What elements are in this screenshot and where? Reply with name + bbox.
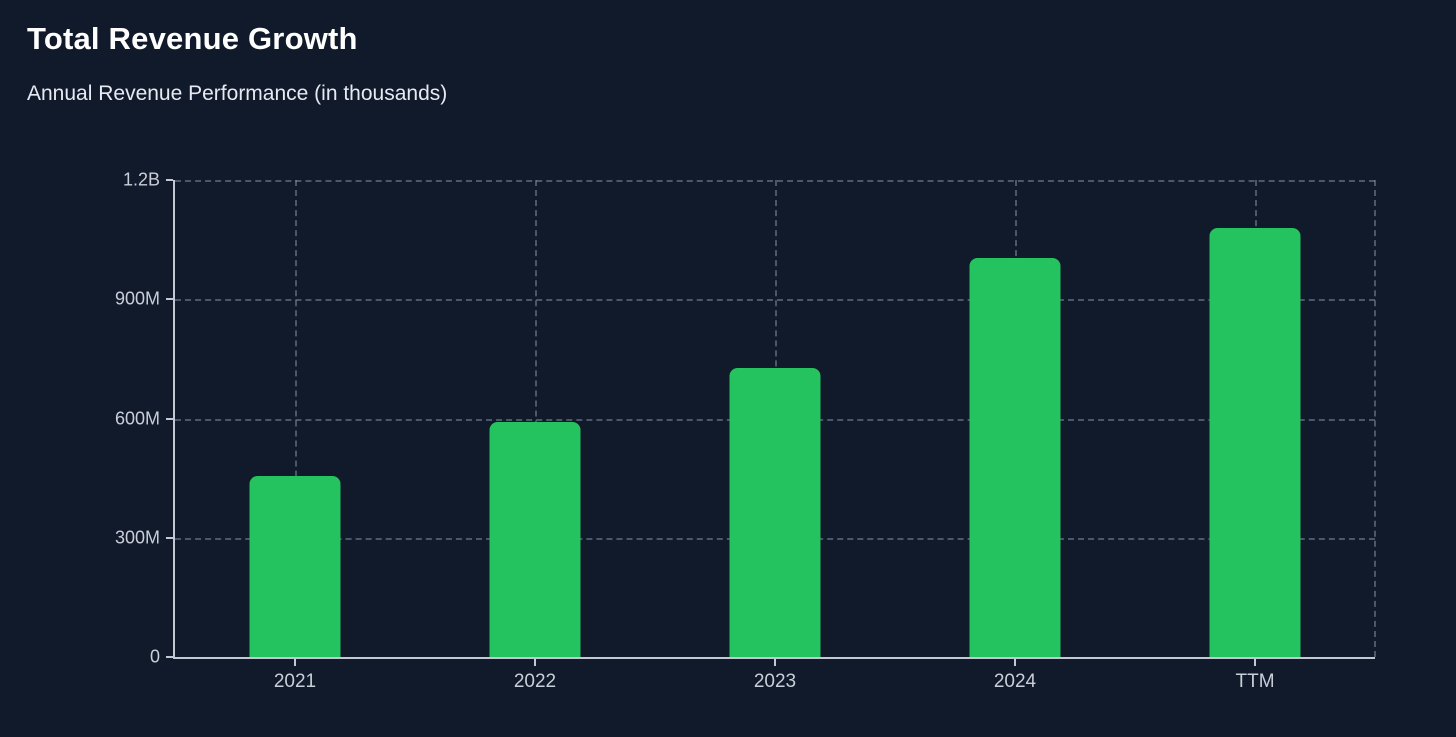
bar-2024[interactable] (969, 257, 1061, 657)
bar-chart-plot-area: 1.2B 900M 600M 300M 0 2021 2022 2023 2024 TTM (115, 170, 1376, 692)
x-axis-tick-label: 2024 (993, 671, 1037, 692)
gridline-vertical-right-boundary (1374, 180, 1376, 657)
bar-2023[interactable] (729, 368, 821, 657)
y-axis-tick (166, 179, 173, 181)
x-axis-tick-label: 2022 (513, 671, 557, 692)
y-axis-tick-label: 600M (114, 408, 160, 428)
bar-ttm[interactable] (1209, 227, 1301, 657)
y-axis-tick-label: 0 (149, 646, 160, 667)
x-axis-tick (534, 659, 536, 666)
bar-2022[interactable] (489, 422, 581, 657)
x-axis-tick (774, 659, 776, 666)
x-axis-tick-label: TTM (1235, 671, 1275, 692)
chart-subtitle: Annual Revenue Performance (in thousands… (27, 82, 448, 105)
y-axis-tick (166, 656, 173, 658)
y-axis-tick (166, 536, 173, 539)
x-axis-tick-label: 2023 (753, 671, 797, 692)
gridline-horizontal (175, 299, 1375, 302)
y-axis-tick-label: 900M (114, 288, 160, 309)
bar-2021[interactable] (249, 476, 341, 657)
gridline-horizontal (175, 180, 1375, 182)
y-axis-tick (166, 298, 173, 301)
y-axis-tick-label: 300M (114, 527, 160, 548)
page-title: Total Revenue Growth (27, 21, 358, 56)
x-axis-tick (1014, 659, 1016, 666)
x-axis-tick (1254, 659, 1256, 666)
y-axis-tick (166, 417, 173, 420)
x-axis-tick-label: 2021 (273, 671, 317, 692)
y-axis-tick-label: 1.2B (122, 169, 160, 190)
x-axis-tick (294, 659, 296, 666)
